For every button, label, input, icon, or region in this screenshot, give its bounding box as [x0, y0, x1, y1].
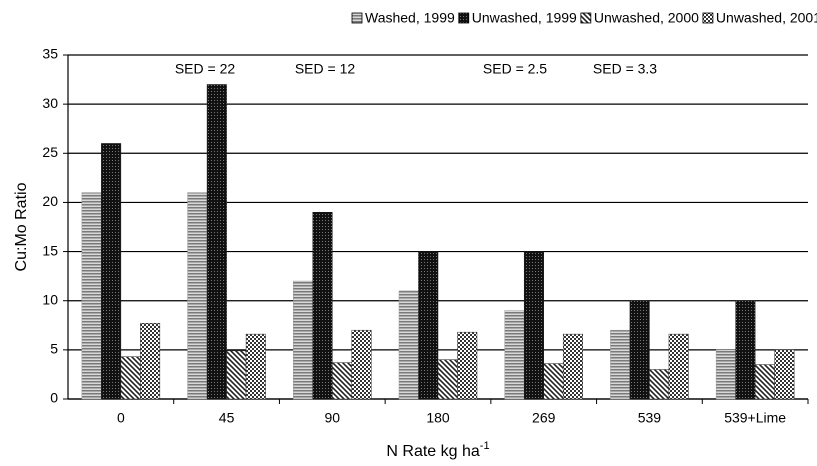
bar: [293, 280, 314, 400]
annotation: SED = 3.3: [593, 61, 657, 77]
y-axis-label: Cu:Mo Ratio: [13, 182, 30, 271]
bar: [735, 300, 756, 400]
y-tick-label: 15: [42, 242, 58, 258]
bar: [437, 359, 458, 400]
y-tick-label: 5: [50, 341, 58, 357]
legend-swatch: [580, 12, 592, 24]
bar: [226, 350, 247, 400]
bar: [457, 331, 478, 400]
y-tick-label: 35: [42, 46, 58, 62]
bar: [351, 329, 372, 400]
bar: [504, 310, 525, 400]
bar: [715, 349, 736, 400]
y-tick-label: 0: [50, 390, 58, 406]
bar: [668, 333, 689, 400]
bar: [610, 329, 631, 400]
x-tick-label: 269: [532, 410, 556, 426]
bar: [245, 333, 266, 400]
bar: [312, 212, 333, 400]
bar: [81, 192, 102, 400]
bar: [187, 192, 208, 400]
x-tick-label: 539+Lime: [724, 410, 786, 426]
x-tick-label: 0: [117, 410, 125, 426]
legend-label: Washed, 1999: [365, 10, 455, 26]
bar: [140, 323, 161, 400]
legend-swatch: [702, 12, 714, 24]
legend-label: Unwashed, 2001: [716, 10, 817, 26]
bar: [543, 363, 564, 400]
legend-swatch: [351, 12, 363, 24]
bar: [206, 84, 227, 400]
bar: [120, 356, 141, 400]
bar: [101, 143, 122, 400]
y-tick-label: 30: [42, 95, 58, 111]
bar: [332, 362, 353, 400]
bar: [774, 349, 795, 400]
annotation: SED = 12: [295, 61, 356, 77]
annotation: SED = 2.5: [483, 61, 547, 77]
y-tick-label: 25: [42, 144, 58, 160]
bar: [398, 290, 419, 400]
legend-label: Unwashed, 1999: [472, 10, 577, 26]
x-axis-label-text: N Rate kg ha: [386, 443, 479, 460]
y-tick-label: 10: [42, 291, 58, 307]
y-tick-label: 20: [42, 193, 58, 209]
annotation: SED = 22: [175, 61, 236, 77]
x-tick-label: 45: [219, 410, 235, 426]
x-axis-label-sup: -1: [480, 440, 490, 452]
bar: [629, 300, 650, 400]
x-tick-label: 539: [638, 410, 662, 426]
bar: [649, 369, 670, 400]
x-tick-label: 180: [426, 410, 450, 426]
bar: [523, 251, 544, 400]
x-axis-label: N Rate kg ha-1: [386, 440, 489, 460]
x-tick-label: 90: [324, 410, 340, 426]
legend-swatch: [458, 12, 470, 24]
legend-label: Unwashed, 2000: [594, 10, 699, 26]
bar: [754, 364, 775, 400]
bar: [418, 251, 439, 400]
bar: [562, 333, 583, 400]
